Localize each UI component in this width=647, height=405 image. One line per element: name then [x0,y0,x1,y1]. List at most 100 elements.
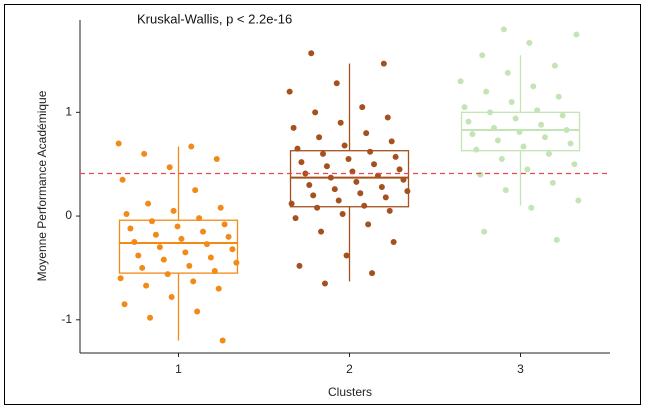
point [215,285,222,292]
point [233,259,240,266]
point [121,301,128,308]
point [160,256,167,263]
point [528,204,535,211]
point [312,109,319,116]
point [549,179,556,186]
point [382,194,389,201]
y-tick-label: -1 [61,312,72,326]
point [343,252,350,259]
point [203,241,210,248]
point [123,210,130,217]
point [516,129,523,136]
x-axis-label: Clusters [328,385,372,399]
point [294,145,301,152]
point [512,115,519,122]
point [481,228,488,235]
point [316,134,323,141]
point [288,200,295,207]
point [225,233,232,240]
y-tick-label: 1 [65,104,72,118]
point [182,249,189,256]
point [384,114,391,121]
point [396,166,403,173]
box [118,219,239,274]
point [174,223,181,230]
point [465,118,472,125]
point [534,107,541,114]
point [404,188,411,195]
point [152,231,159,238]
point [310,192,317,199]
point [221,221,228,228]
point [131,239,138,245]
point [479,52,486,59]
point [156,244,163,251]
point [483,88,490,95]
point [196,215,203,222]
point [141,150,148,157]
point [323,163,330,170]
point [178,235,185,242]
point [357,190,364,197]
point [473,146,480,153]
point [361,202,368,209]
point [337,119,344,126]
point [333,80,340,87]
point [461,104,468,111]
box [289,150,410,208]
point [339,210,346,217]
point [504,69,511,76]
point [575,197,582,204]
point [115,140,122,147]
point [331,186,338,193]
point [341,142,348,149]
point [573,31,580,38]
point [194,308,201,315]
point [469,131,476,138]
point [217,204,224,211]
point [359,104,366,111]
point [538,121,545,128]
point [211,268,218,275]
point [188,143,195,150]
box [460,111,581,152]
point [526,39,533,46]
point [335,197,342,204]
point [149,218,156,225]
point [345,156,352,163]
point [219,337,226,344]
point [524,166,531,173]
point [314,204,321,211]
point [386,207,393,214]
point [168,293,175,300]
point [491,124,498,131]
x-tick-label: 1 [175,362,182,376]
point [117,275,124,282]
point [555,93,562,100]
point [290,124,297,131]
annotation: Kruskal-Wallis, p < 2.2e-16 [137,11,292,26]
point [127,225,134,232]
point [390,239,397,245]
point [147,314,154,321]
point [145,200,152,207]
point [135,252,142,259]
point [200,228,207,235]
y-axis-label: Moyenne Performance Académique [35,90,49,281]
point [292,215,299,222]
point [170,207,177,214]
point [365,221,372,228]
y-tick-label: 0 [65,208,72,222]
point [139,264,146,271]
point [498,156,505,163]
point [542,134,549,141]
point [520,143,527,150]
point [371,161,378,168]
point [320,150,327,157]
point [186,262,193,269]
point [400,176,407,183]
point [119,176,126,183]
point [213,156,220,163]
point [164,271,171,278]
point [457,78,464,85]
